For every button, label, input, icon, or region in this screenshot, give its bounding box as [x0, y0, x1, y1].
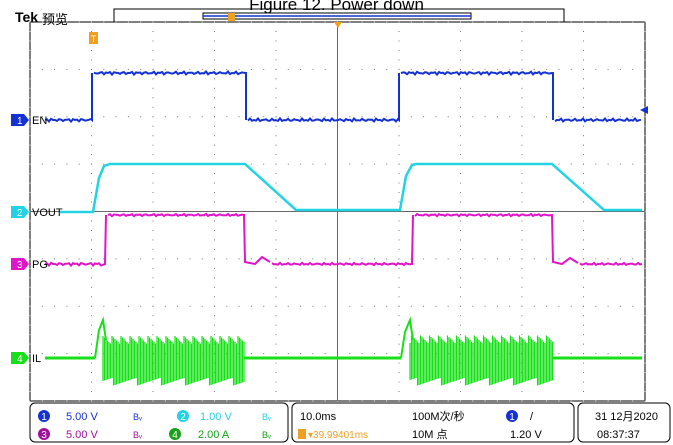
record-length: 10M 点 [412, 428, 447, 441]
trigger-delay-icon [298, 429, 306, 439]
figure-caption: Figure 12. Power down [249, 0, 424, 14]
ch3-badge[interactable] [38, 428, 50, 440]
trigger-time-marker-label: T [91, 34, 97, 44]
trigger-source-badge[interactable] [506, 410, 518, 422]
waveforms [44, 69, 643, 386]
record-trigger-marker [228, 13, 235, 21]
svg-text:1: 1 [41, 412, 47, 423]
trigger-slope-icon: / [530, 411, 534, 423]
date: 31 12月2020 [595, 411, 658, 423]
il-spike-1 [94, 316, 107, 359]
ch2-label: VOUT [32, 207, 63, 219]
il-burst-1 [102, 336, 245, 386]
ch4-badge[interactable] [169, 428, 181, 440]
acquisition-mode: 预览 [42, 12, 69, 27]
timebase: 10.0ms [300, 411, 337, 423]
ch3-bw-icon: Bᵥ [133, 430, 142, 440]
trigger-delay: ▾39.99401ms [308, 430, 368, 441]
pg-waveform [44, 212, 643, 268]
svg-text:4: 4 [172, 430, 178, 441]
trigger-position-marker [334, 22, 342, 28]
ch1-badge[interactable] [38, 410, 50, 422]
il-burst-2 [409, 335, 554, 386]
ch2-bw-icon: Bᵥ [262, 412, 271, 422]
ch2-marker-number: 2 [17, 208, 23, 219]
ch3-scale: 5.00 V [66, 429, 98, 441]
time: 08:37:37 [597, 429, 640, 441]
ch4-label: IL [32, 353, 41, 365]
ch4-marker[interactable] [11, 352, 29, 364]
trigger-level-arrow [640, 106, 648, 114]
ch1-bw-icon: Bᵥ [133, 412, 142, 422]
info-bar: 1 5.00 V Bᵥ 2 1.00 V Bᵥ 3 5.00 V Bᵥ 4 2.… [29, 402, 671, 443]
ch1-label: EN [32, 115, 47, 127]
ch2-scale: 1.00 V [200, 411, 232, 423]
trigger-level: 1.20 V [510, 429, 542, 441]
sample-rate: 100M次/秒 [412, 409, 465, 423]
svg-text:1: 1 [509, 412, 515, 423]
ch3-marker-number: 3 [17, 260, 23, 271]
vout-waveform [60, 162, 642, 214]
trigger-time-marker [89, 32, 98, 44]
ch4-scale: 2.00 A [198, 429, 230, 441]
ch1-marker-number: 1 [17, 116, 23, 127]
channel-labels: 1 EN 2 VOUT 3 PG 4 IL [11, 114, 63, 365]
ch4-bw-icon: Bᵥ [262, 430, 271, 440]
ch2-badge[interactable] [177, 410, 189, 422]
ch1-scale: 5.00 V [66, 411, 98, 423]
ch3-marker[interactable] [11, 258, 29, 270]
ch4-marker-number: 4 [17, 354, 23, 365]
svg-text:2: 2 [180, 412, 186, 423]
grid-lines [29, 21, 646, 402]
ch1-marker[interactable] [11, 114, 29, 126]
ch2-marker[interactable] [11, 206, 29, 218]
il-spike-2 [400, 316, 414, 359]
en-waveform [44, 69, 642, 124]
ch3-label: PG [32, 259, 48, 271]
svg-text:3: 3 [41, 430, 47, 441]
tek-logo: Tek [15, 9, 39, 25]
